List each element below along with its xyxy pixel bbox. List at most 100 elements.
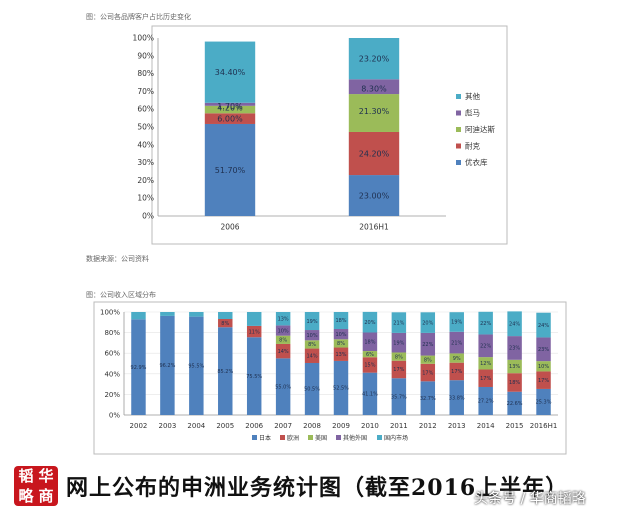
chart2-data-label: 11% [249, 329, 260, 335]
chart2-legend-swatch [308, 435, 313, 440]
chart2-bar-segment [478, 311, 493, 335]
chart1-legend-label: 耐克 [465, 141, 480, 151]
chart1-legend-swatch [456, 110, 461, 116]
chart2-xtick-label: 2013 [448, 422, 466, 430]
chart1-data-label: 34.40% [215, 68, 246, 77]
chart2-bar-segment [478, 357, 493, 370]
chart1-legend-label: 彪马 [465, 108, 480, 118]
chart2-data-label: 21% [451, 340, 462, 346]
chart2-data-label: 9% [453, 356, 461, 362]
chart2-xtick-label: 2007 [274, 422, 292, 430]
chart2-bar-segment [333, 312, 349, 329]
chart2-bar-segment [160, 315, 175, 415]
chart2-bar-segment [218, 312, 233, 320]
chart2-bar-segment [304, 340, 320, 349]
chart2-ytick-label: 0% [109, 412, 120, 420]
chart1-data-label: 23.00% [359, 191, 390, 200]
chart2-data-label: 24% [509, 321, 520, 327]
chart2-data-label: 35.7% [391, 394, 407, 400]
chart2-bar-segment [304, 330, 320, 341]
chart1-bar-segment [204, 123, 256, 216]
chart2-bar-segment [275, 325, 291, 336]
chart2-data-label: 22.6% [507, 401, 523, 407]
chart2-data-label: 96.2% [159, 363, 175, 369]
chart2-data-label: 13% [509, 364, 520, 370]
chart2-bar-segment [362, 332, 378, 352]
chart2-bar-segment [391, 378, 407, 415]
chart2-xtick-label: 2011 [390, 422, 408, 430]
chart2-data-label: 13% [335, 352, 346, 358]
chart2-legend-label: 其他外国 [343, 434, 367, 442]
chart2-ytick-label: 100% [100, 309, 120, 317]
chart2-bar-segment [275, 358, 291, 415]
chart2-xtick-label: 2003 [158, 422, 176, 430]
chart2-data-label: 23% [538, 347, 549, 353]
chart1-ytick-label: 50% [137, 123, 154, 132]
chart2-bar-segment [536, 312, 551, 338]
chart2-title: 图：公司收入区域分布 [86, 291, 156, 299]
chart1-data-label: 24.20% [359, 149, 390, 158]
chart1-legend-label: 阿迪达斯 [465, 124, 495, 134]
chart2-bar-segment [478, 386, 493, 415]
chart2-bar-segment [275, 335, 291, 344]
chart2-bar-segment [362, 311, 378, 333]
chart2-data-label: 17% [451, 369, 462, 375]
chart2-bar-segment [507, 311, 522, 337]
chart2-bar-segment [304, 348, 320, 363]
chart2-xtick-label: 2004 [187, 422, 205, 430]
chart1-bar-segment [348, 79, 400, 95]
chart2-data-label: 8% [308, 342, 316, 348]
chart2-data-label: 24% [538, 323, 549, 329]
chart2-data-label: 18% [509, 380, 520, 386]
chart2-data-label: 19% [307, 319, 318, 325]
chart1-legend-swatch [456, 127, 461, 132]
chart2-data-label: 85.2% [217, 369, 233, 375]
chart1-legend-swatch [456, 94, 461, 99]
chart2-data-label: 75.5% [246, 374, 262, 380]
chart2-xtick-label: 2012 [419, 422, 437, 430]
chart2-bar-segment [304, 362, 320, 415]
watermark: 头条号 / 华商韬略 [474, 491, 586, 507]
chart2-xtick-label: 2016H1 [530, 422, 558, 430]
chart2-data-label: 14% [307, 354, 318, 360]
chart2-data-label: 55.0% [275, 384, 291, 390]
chart2-bar-segment [333, 347, 349, 361]
chart1-bar-segment [348, 38, 400, 80]
chart1-data-label: 6.00% [217, 114, 243, 123]
chart2-data-label: 22% [422, 342, 433, 348]
chart2-bar-segment [449, 362, 464, 381]
chart2-data-label: 18% [335, 318, 346, 324]
chart2-data-label: 33.8% [449, 395, 465, 401]
brand-logo: 韬华 略商 [14, 466, 58, 506]
chart2-bar-segment [478, 369, 493, 387]
chart2-xtick-label: 2015 [506, 422, 524, 430]
chart1-data-label: 21.30% [359, 107, 390, 116]
chart2-bar-segment [507, 391, 522, 415]
chart2-bar-segment [420, 363, 436, 382]
chart1-bar-segment [348, 131, 400, 176]
chart2-data-label: 20% [422, 320, 433, 326]
chart1-ytick-label: 10% [137, 194, 154, 203]
chart1-xtick-label: 2006 [220, 223, 239, 232]
chart2-data-label: 8% [424, 357, 432, 363]
chart2-data-label: 10% [335, 332, 346, 338]
chart2-data-label: 23% [509, 346, 520, 352]
chart2-bar-segment [478, 334, 493, 358]
chart2-bar-segment [391, 332, 407, 353]
chart2-legend-label: 美国 [315, 434, 327, 442]
chart2-bar-segment [507, 359, 522, 374]
chart2-bar-segment [275, 312, 291, 326]
chart1-legend-label: 其他 [465, 91, 480, 101]
chart2-bar-segment [536, 388, 551, 415]
chart2-bar-segment [420, 355, 436, 364]
chart2-data-label: 52.5% [333, 386, 349, 392]
chart2-data-label: 10% [278, 328, 289, 334]
chart1-ytick-label: 30% [137, 158, 154, 167]
chart2-bar-segment [420, 312, 436, 333]
chart2-ytick-label: 20% [104, 391, 120, 399]
chart2-data-label: 8% [279, 338, 287, 344]
chart2-legend-swatch [336, 435, 341, 440]
chart2-data-label: 19% [451, 320, 462, 326]
chart2-bar-segment [536, 361, 551, 372]
